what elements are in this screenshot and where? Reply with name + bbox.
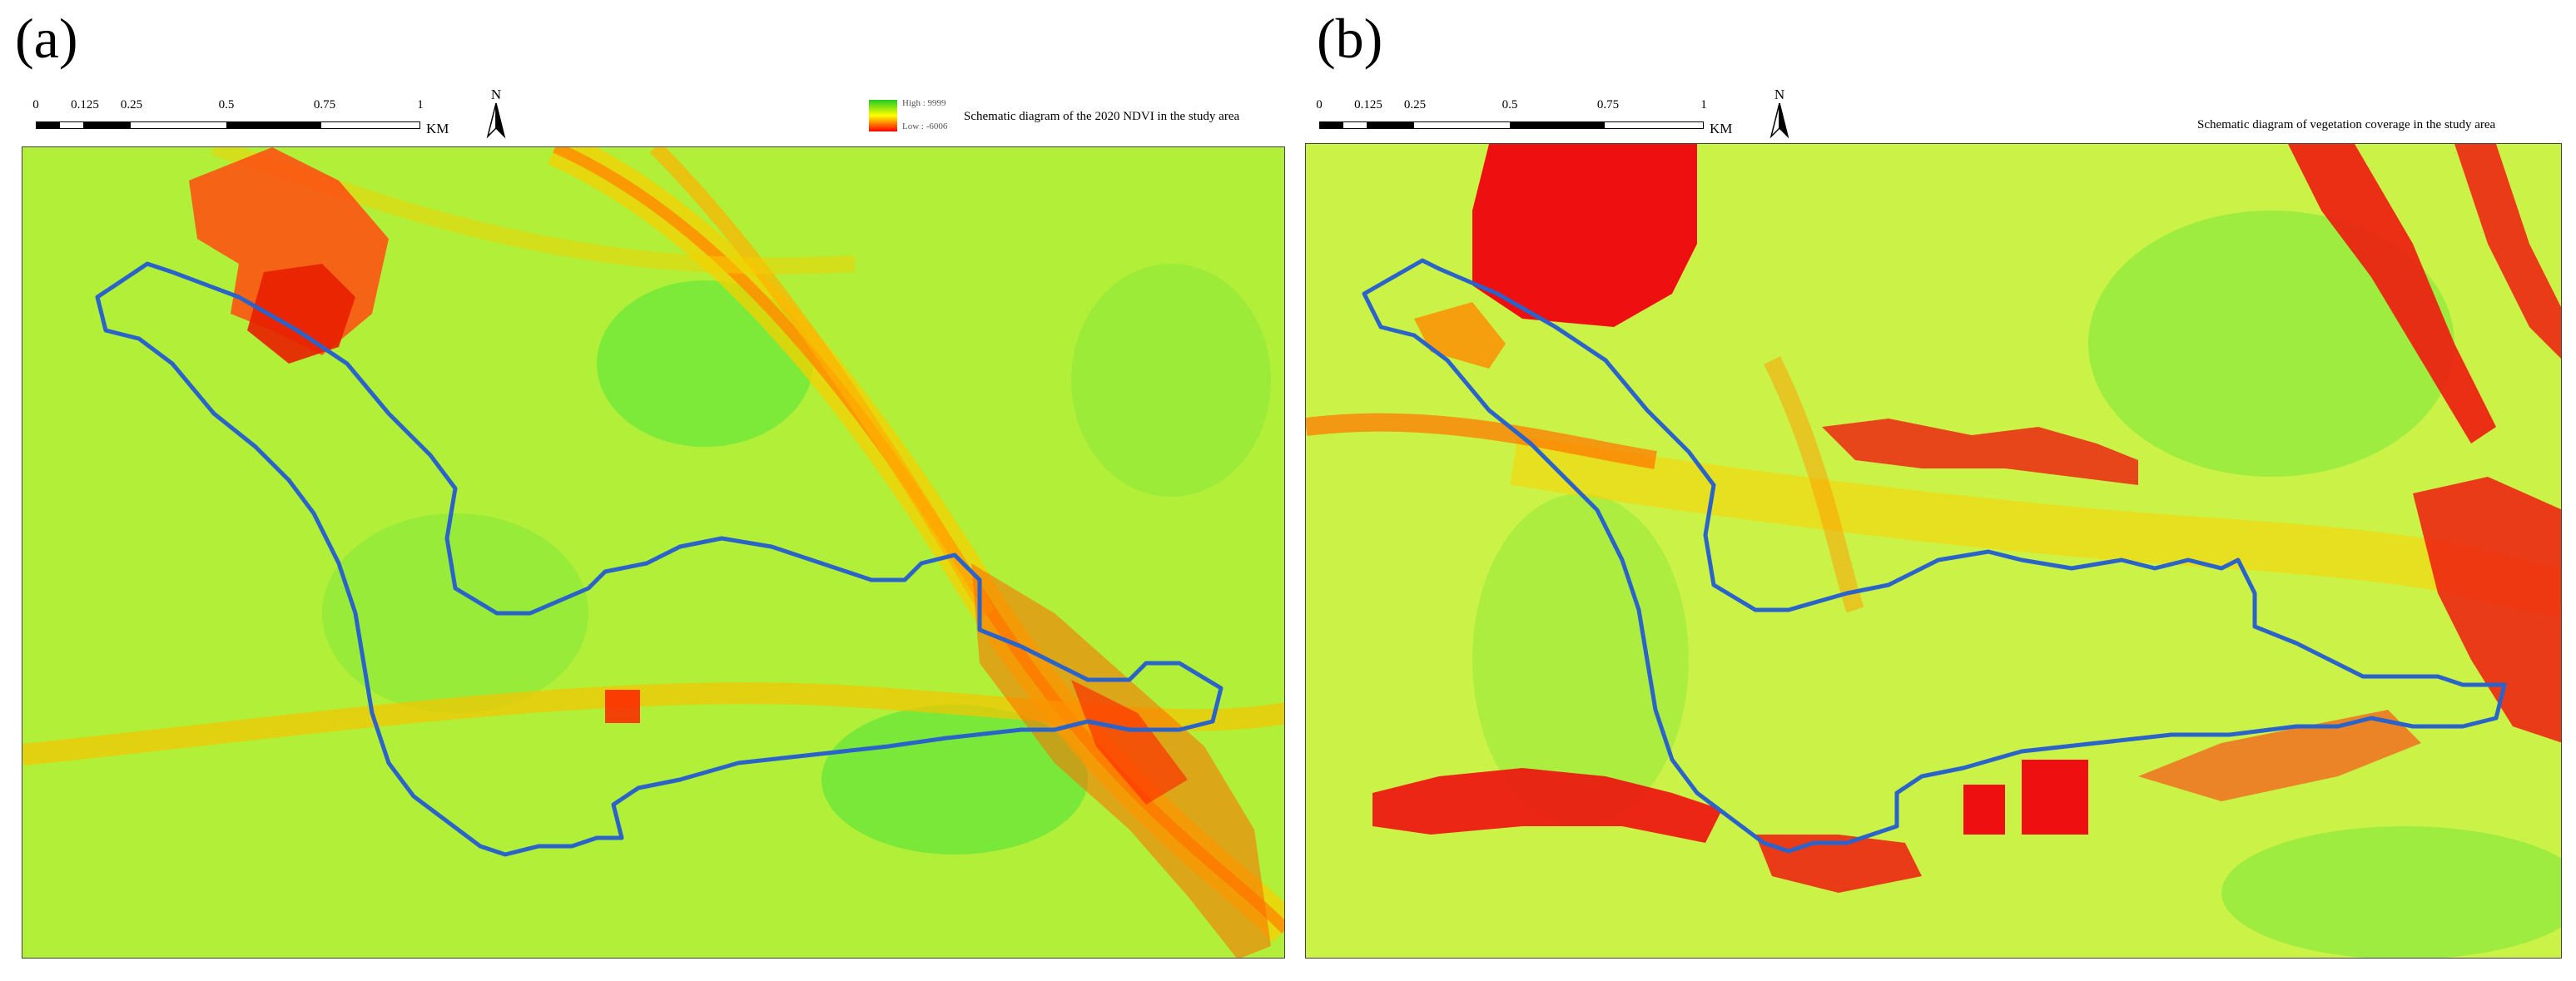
road-corridor [649, 147, 995, 617]
low-coverage-patch [2138, 710, 2421, 801]
scale-tick: 0.75 [313, 98, 336, 111]
low-ndvi-patch [605, 690, 640, 723]
map-a-title: Schematic diagram of the 2020 NDVI in th… [964, 110, 1240, 123]
vegetation-zone [1472, 493, 1689, 826]
low-coverage-patch [2413, 477, 2561, 743]
low-coverage-patch [1472, 144, 1697, 327]
raster-texture [22, 147, 1284, 958]
vegetation-raster [1306, 144, 2561, 958]
low-coverage-patch [2454, 144, 2561, 359]
scale-tick: 0.25 [120, 98, 143, 111]
low-ndvi-patch [1071, 680, 1188, 805]
scale-tick: 1 [1700, 98, 1707, 111]
vegetation-zone [821, 705, 1088, 855]
scale-unit: KM [1710, 121, 1733, 136]
legend-low: Low : -6006 [902, 121, 948, 131]
ndvi-map [22, 146, 1285, 959]
vegetation-zone [1071, 264, 1271, 497]
map-b-title: Schematic diagram of vegetation coverage… [2197, 118, 2496, 131]
scale-bar-a: 0 0.125 0.25 0.5 0.75 1 KM [32, 98, 499, 165]
coverage-band [1764, 356, 1864, 613]
scale-tick: 0.125 [71, 98, 99, 111]
low-coverage-patch [2022, 760, 2088, 835]
study-area-boundary [95, 261, 1223, 857]
scale-tick: 0 [1316, 98, 1323, 111]
panel-b-label: (b) [1317, 7, 1383, 70]
low-coverage-patch [1372, 768, 1722, 843]
scale-bar-b: 0 0.125 0.25 0.5 0.75 1 KM [1316, 98, 1783, 165]
north-arrow-icon: N [1763, 87, 1796, 140]
scale-tick: 0.125 [1354, 98, 1382, 111]
legend-high: High : 9999 [902, 98, 946, 108]
panel-a-label: (a) [15, 7, 78, 70]
scale-tick: 0 [32, 98, 39, 111]
vegetation-coverage-map [1305, 143, 2562, 959]
north-label: N [1774, 87, 1785, 102]
low-coverage-patch [1963, 785, 2005, 835]
vegetation-zone [2221, 826, 2561, 958]
legend-color-ramp [869, 100, 897, 131]
vegetation-zone [2088, 211, 2454, 477]
scale-tick: 0.5 [1501, 98, 1518, 111]
coverage-band [1306, 413, 1657, 469]
low-coverage-patch [2288, 144, 2496, 443]
low-coverage-patch [1822, 419, 2138, 485]
vegetation-zone [322, 513, 588, 713]
scale-tick: 1 [417, 98, 424, 111]
scale-tick: 0.25 [1403, 98, 1427, 111]
scale-tick: 0.5 [218, 98, 235, 111]
study-area-boundary [1362, 258, 2507, 854]
north-arrow-icon: N [479, 87, 513, 140]
scale-tick: 0.75 [1596, 98, 1620, 111]
scale-unit: KM [426, 121, 449, 136]
ndvi-raster [22, 147, 1284, 958]
north-label: N [490, 87, 502, 102]
low-ndvi-patch [247, 264, 355, 364]
